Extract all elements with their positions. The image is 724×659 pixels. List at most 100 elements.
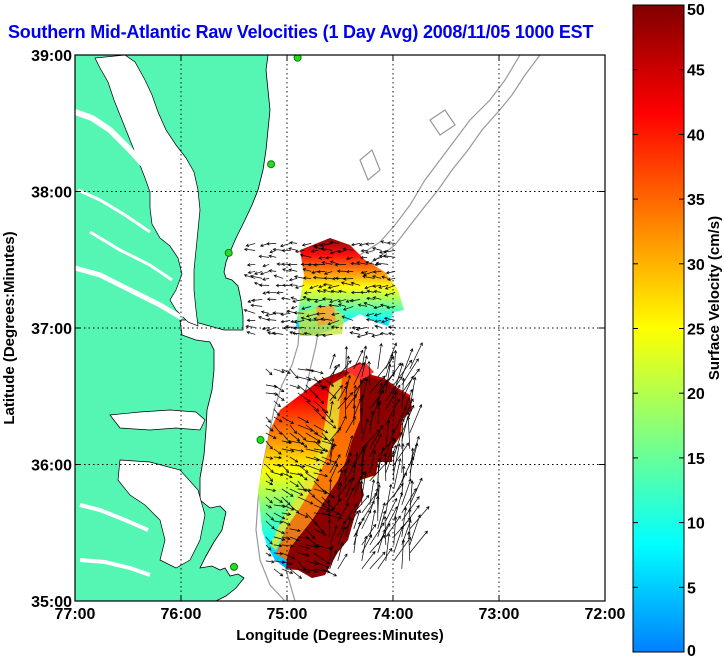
velocity-vector <box>385 483 404 506</box>
x-tick-label: 76:00 <box>161 606 202 623</box>
velocity-vector <box>401 504 420 530</box>
velocity-vector <box>265 560 275 564</box>
velocity-vector <box>337 502 349 522</box>
velocity-vector <box>305 472 320 482</box>
velocity-vector <box>385 270 396 275</box>
velocity-vector <box>345 269 354 274</box>
velocity-vector <box>297 544 310 550</box>
velocity-vector <box>364 285 375 290</box>
velocity-vector <box>313 560 330 569</box>
velocity-vector <box>359 480 364 505</box>
velocity-vector <box>409 447 415 481</box>
velocity-vector <box>315 312 326 316</box>
velocity-vector <box>353 521 362 545</box>
radar-station-marker <box>256 435 265 444</box>
velocity-vector <box>297 568 311 574</box>
velocity-vector <box>375 495 380 521</box>
velocity-vector <box>329 299 340 304</box>
velocity-vector <box>273 274 284 279</box>
velocity-vector <box>288 247 298 251</box>
velocity-vector <box>301 306 312 310</box>
y-tick-label: 35:00 <box>31 594 72 611</box>
colorbar-tick-label: 25 <box>687 322 705 339</box>
colorbar-tick-label: 10 <box>687 516 705 533</box>
velocity-vector <box>265 432 277 439</box>
velocity-vector <box>345 355 350 377</box>
velocity-vector <box>369 551 386 570</box>
velocity-vector <box>369 479 376 505</box>
velocity-vector <box>251 298 263 303</box>
x-tick-labels: 77:00 76:00 75:00 74:00 73:00 72:00 <box>55 606 626 623</box>
velocity-vector <box>359 407 364 433</box>
velocity-vector <box>365 318 375 322</box>
velocity-vector <box>401 375 414 402</box>
velocity-vector <box>362 275 375 279</box>
velocity-vector <box>345 452 352 473</box>
velocity-vector <box>321 440 337 447</box>
velocity-vector <box>266 327 277 332</box>
velocity-vector <box>374 319 382 323</box>
velocity-vector <box>401 538 406 569</box>
velocity-vector <box>338 303 347 307</box>
velocity-vector <box>345 516 352 537</box>
grid-lines <box>75 55 605 601</box>
velocity-vector <box>337 360 352 378</box>
velocity-vector <box>320 247 333 251</box>
velocity-vector <box>329 454 341 474</box>
velocity-vector <box>289 283 298 287</box>
velocity-vector <box>321 568 338 577</box>
velocity-vector <box>305 368 324 375</box>
velocity-vector <box>313 448 329 453</box>
neuse-river <box>79 558 151 577</box>
velocity-vector <box>385 444 397 474</box>
velocity-vector <box>273 424 282 435</box>
velocity-vector <box>350 261 361 266</box>
velocity-vector <box>391 450 396 481</box>
velocity-vector <box>305 544 319 549</box>
velocity-vector <box>321 261 333 265</box>
velocity-vector <box>267 331 277 335</box>
velocity-vector <box>289 456 299 463</box>
velocity-vector <box>345 256 354 261</box>
velocity-vector <box>265 464 274 474</box>
velocity-vector <box>378 285 389 289</box>
colorbar-tick-label: 0 <box>687 643 696 659</box>
velocity-vector <box>289 424 298 435</box>
velocity-vector <box>261 326 270 331</box>
velocity-vector <box>289 384 301 390</box>
velocity-vector <box>281 283 291 288</box>
velocity-vector <box>273 551 284 556</box>
velocity-vector <box>305 376 322 384</box>
velocity-vector <box>381 275 389 279</box>
velocity-vector <box>329 544 334 561</box>
velocity-vector <box>366 296 375 301</box>
velocity-vector <box>281 368 291 374</box>
velocity-vector <box>337 468 343 489</box>
velocity-vector <box>361 535 368 561</box>
velocity-vector <box>265 424 274 432</box>
velocity-vector <box>297 560 306 571</box>
colorbar-ticks: 0 5 10 15 20 25 30 35 40 45 50 <box>633 2 705 659</box>
velocity-vector <box>366 289 375 294</box>
velocity-vector <box>273 463 283 468</box>
velocity-vector <box>342 306 354 311</box>
rappahannock-river <box>77 188 151 234</box>
velocity-vector <box>266 317 277 322</box>
velocity-vector <box>377 382 383 409</box>
velocity-vector <box>393 390 398 417</box>
velocity-vector <box>337 482 343 505</box>
velocity-vector <box>281 568 294 575</box>
velocity-vector <box>297 512 309 518</box>
velocity-vector <box>369 433 382 458</box>
velocity-vector <box>329 353 336 370</box>
velocity-vector <box>343 468 347 489</box>
velocity-vector <box>401 348 414 378</box>
velocity-vector <box>265 488 277 493</box>
velocity-vector <box>262 263 270 268</box>
velocity-vector <box>361 345 368 369</box>
velocity-vector <box>373 305 382 310</box>
velocity-vector <box>353 509 361 530</box>
velocity-vector <box>281 512 292 516</box>
velocity-vector <box>356 261 368 265</box>
